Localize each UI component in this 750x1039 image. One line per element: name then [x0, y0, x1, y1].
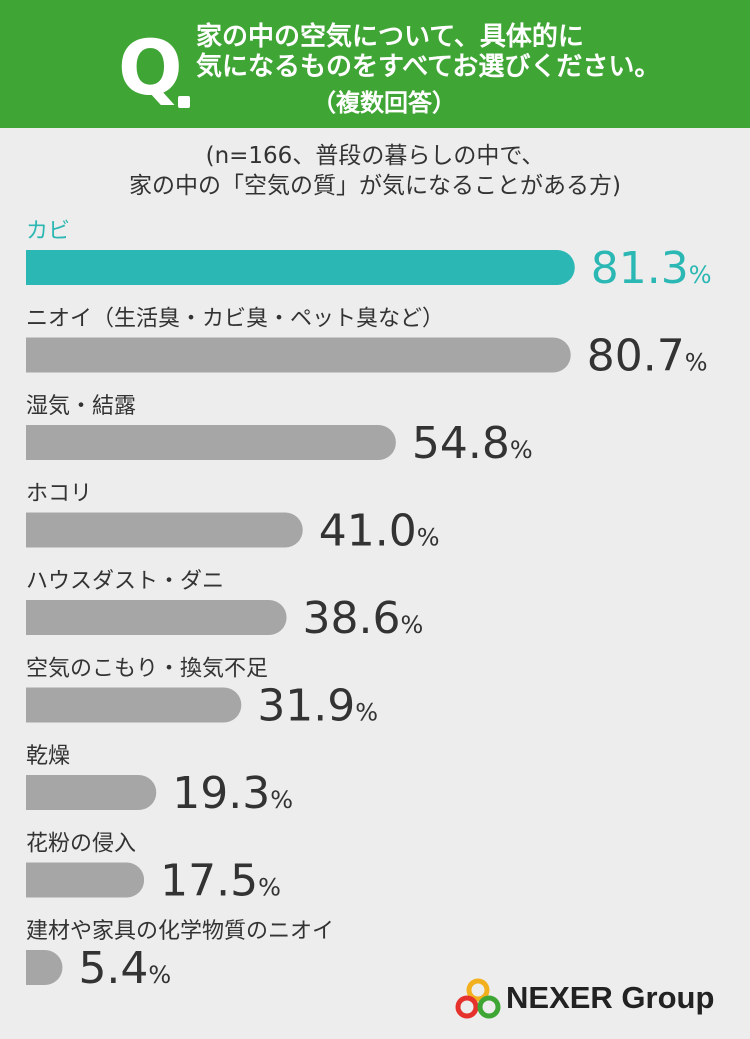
value-label: 80.7%: [587, 331, 708, 382]
value-percent: %: [510, 436, 533, 464]
value-label: 17.5%: [160, 856, 281, 907]
value-percent: %: [401, 611, 424, 639]
category-label: 空気のこもり・換気不足: [26, 657, 268, 682]
value-number: 80.7: [587, 331, 685, 382]
bar: [26, 687, 242, 723]
question-subtitle: （複数回答）: [312, 89, 456, 117]
bar: [26, 250, 575, 285]
category-label: ホコリ: [26, 482, 92, 507]
category-label: 乾燥: [26, 744, 70, 769]
value-number: 31.9: [257, 681, 355, 732]
sample-note-line-2: 家の中の「空気の質」が気になることがある方): [129, 173, 621, 199]
bar: [26, 425, 396, 460]
category-label: 湿気・結露: [26, 394, 136, 419]
value-percent: %: [270, 786, 293, 814]
bar: [26, 512, 303, 548]
sample-note-line-1: (n=166、普段の暮らしの中で、: [205, 143, 545, 169]
value-number: 41.0: [319, 506, 417, 557]
question-header: Q 家の中の空気について、具体的に 気になるものをすべてお選びください。 （複数…: [0, 0, 750, 128]
logo-text: NEXER Group: [506, 980, 715, 1015]
bar-chart: カビ 81.3% ニオイ（生活臭・カビ臭・ペット臭など） 80.7% 湿気・結露 54.8…: [26, 219, 712, 990]
bar-left-edge: [26, 250, 44, 285]
question-line-2: 気になるものをすべてお選びください。: [196, 52, 661, 82]
bar-left-edge: [26, 862, 44, 898]
bar-left-edge: [26, 950, 44, 985]
category-label: 建材や家具の化学物質のニオイ: [26, 919, 334, 944]
bar-left-edge: [26, 337, 44, 373]
value-percent: %: [685, 349, 708, 377]
q-letter: Q: [118, 23, 183, 112]
value-number: 5.4: [78, 943, 148, 990]
value-label: 19.3%: [172, 768, 293, 819]
value-percent: %: [689, 261, 712, 289]
question-line-1: 家の中の空気について、具体的に: [196, 22, 584, 52]
bar-left-edge: [26, 687, 44, 723]
value-percent: %: [355, 699, 378, 727]
value-number: 81.3: [591, 243, 689, 294]
value-label: 31.9%: [257, 681, 378, 732]
bar: [26, 862, 145, 898]
bar-left-edge: [26, 512, 44, 548]
value-label: 41.0%: [319, 506, 440, 557]
question-text: 家の中の空気について、具体的に 気になるものをすべてお選びください。: [196, 22, 736, 82]
category-label: カビ: [26, 219, 70, 244]
bar: [26, 775, 157, 810]
category-label: ハウスダスト・ダニ: [26, 569, 224, 594]
q-dot: [178, 96, 190, 108]
sample-note: (n=166、普段の暮らしの中で、 家の中の「空気の質」が気になることがある方): [0, 141, 750, 201]
value-label: 81.3%: [591, 243, 712, 294]
value-label: 38.6%: [303, 593, 424, 644]
value-number: 19.3: [172, 768, 270, 819]
category-label: ニオイ（生活臭・カビ臭・ペット臭など）: [26, 307, 444, 332]
value-number: 38.6: [303, 593, 401, 644]
value-percent: %: [148, 961, 171, 989]
value-percent: %: [417, 524, 440, 552]
nexer-logo: NEXER Group: [452, 968, 732, 1030]
bar-left-edge: [26, 425, 44, 460]
value-number: 17.5: [160, 856, 258, 907]
value-label: 5.4%: [78, 943, 171, 990]
value-percent: %: [258, 874, 281, 902]
q-mark: Q: [118, 22, 198, 122]
value-number: 54.8: [412, 418, 510, 469]
bar: [26, 600, 287, 635]
bar-left-edge: [26, 775, 44, 810]
bar: [26, 337, 571, 373]
nexer-rings-icon: [455, 978, 501, 1019]
value-label: 54.8%: [412, 418, 533, 469]
bar-left-edge: [26, 600, 44, 635]
category-label: 花粉の侵入: [26, 832, 136, 857]
